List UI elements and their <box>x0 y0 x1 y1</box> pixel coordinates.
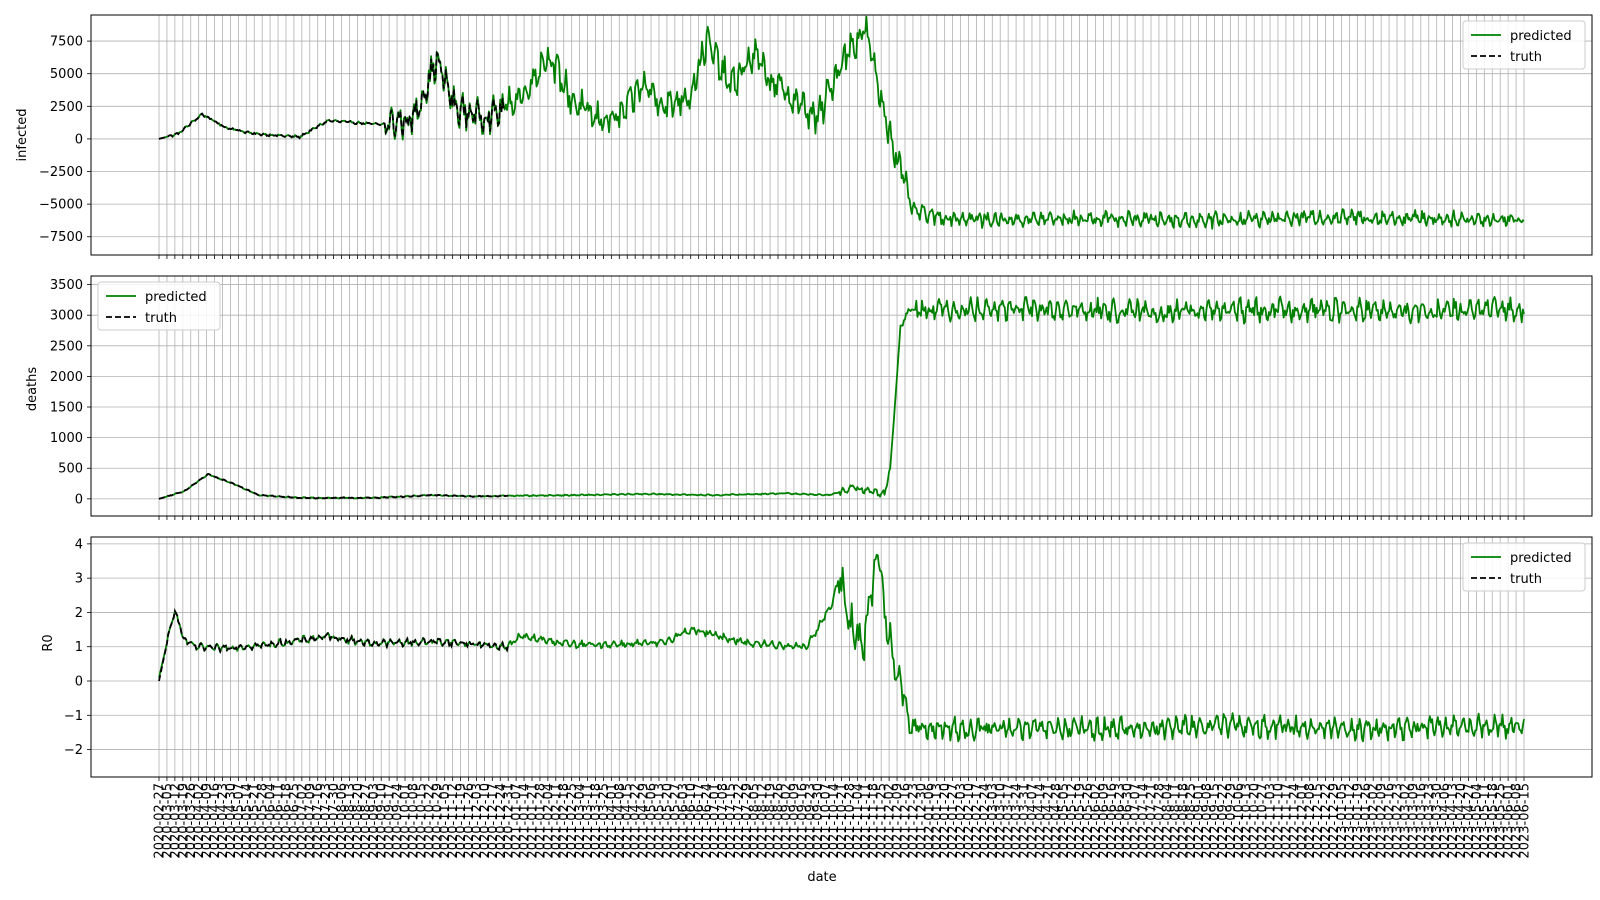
x-tick-labels: 2020-02-272020-03-052020-03-122020-03-19… <box>153 783 1533 859</box>
predicted-legend-label: predicted <box>145 290 207 305</box>
y-tick-label: 4 <box>75 537 83 552</box>
y-tick-label: 3000 <box>50 309 83 324</box>
y-tick-label: −5000 <box>39 198 83 213</box>
y-tick-label: −7500 <box>39 230 83 245</box>
y-tick-label: 5000 <box>50 67 83 82</box>
y-tick-label: 2000 <box>50 370 83 385</box>
y-tick-label: −2500 <box>39 165 83 180</box>
y-tick-label: 1000 <box>50 431 83 446</box>
y-tick-label: −1 <box>64 709 83 724</box>
y-tick-label: 0 <box>75 675 83 690</box>
y-tick-label: 7500 <box>50 35 83 50</box>
y-tick-label: 3500 <box>50 278 83 293</box>
r0-legend: predicted truth <box>1463 543 1585 591</box>
deaths-legend: predicted truth <box>98 282 220 330</box>
y-tick-label: 1 <box>75 640 83 655</box>
r0-y-axis-label: R0 <box>41 634 56 651</box>
y-tick-label: 0 <box>75 132 83 147</box>
y-tick-label: 3 <box>75 572 83 587</box>
predicted-legend-label: predicted <box>1510 29 1572 44</box>
x-tick-label: 2023-06-15 <box>1518 783 1533 859</box>
y-tick-label: 500 <box>58 462 83 477</box>
infected-y-axis-label: infected <box>15 109 30 162</box>
y-tick-label: 2500 <box>50 100 83 115</box>
x-axis-label: date <box>807 870 836 885</box>
y-tick-label: −2 <box>64 743 83 758</box>
infected-legend: predicted truth <box>1463 21 1585 69</box>
y-tick-label: 1500 <box>50 401 83 416</box>
predicted-legend-label: predicted <box>1510 551 1572 566</box>
y-tick-label: 2 <box>75 606 83 621</box>
truth-legend-label: truth <box>145 311 177 326</box>
truth-legend-label: truth <box>1510 50 1542 65</box>
y-tick-label: 0 <box>75 492 83 507</box>
truth-legend-label: truth <box>1510 572 1542 587</box>
deaths-y-axis-label: deaths <box>25 367 40 412</box>
y-tick-label: 2500 <box>50 339 83 354</box>
